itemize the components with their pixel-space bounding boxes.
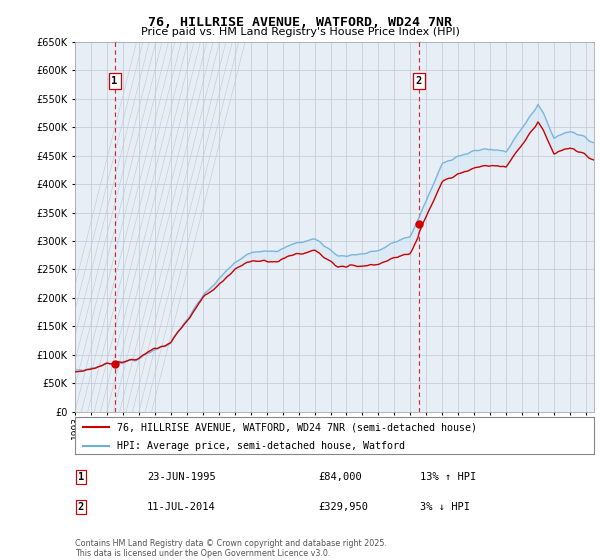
Text: Price paid vs. HM Land Registry's House Price Index (HPI): Price paid vs. HM Land Registry's House … (140, 27, 460, 37)
Text: 2: 2 (416, 76, 422, 86)
Text: 13% ↑ HPI: 13% ↑ HPI (420, 472, 476, 482)
Point (414, 220, 424, 228)
Point (110, 360, 119, 368)
Text: 3% ↓ HPI: 3% ↓ HPI (420, 502, 470, 512)
Text: 76, HILLRISE AVENUE, WATFORD, WD24 7NR: 76, HILLRISE AVENUE, WATFORD, WD24 7NR (148, 16, 452, 29)
Text: 2: 2 (78, 502, 84, 512)
Text: 76, HILLRISE AVENUE, WATFORD, WD24 7NR (semi-detached house): 76, HILLRISE AVENUE, WATFORD, WD24 7NR (… (116, 422, 476, 432)
Text: 23-JUN-1995: 23-JUN-1995 (147, 472, 216, 482)
Text: 1: 1 (78, 472, 84, 482)
Text: £84,000: £84,000 (318, 472, 362, 482)
Text: 1: 1 (112, 76, 118, 86)
Text: £329,950: £329,950 (318, 502, 368, 512)
Text: HPI: Average price, semi-detached house, Watford: HPI: Average price, semi-detached house,… (116, 441, 404, 451)
Text: 11-JUL-2014: 11-JUL-2014 (147, 502, 216, 512)
Text: Contains HM Land Registry data © Crown copyright and database right 2025.
This d: Contains HM Land Registry data © Crown c… (75, 539, 387, 558)
